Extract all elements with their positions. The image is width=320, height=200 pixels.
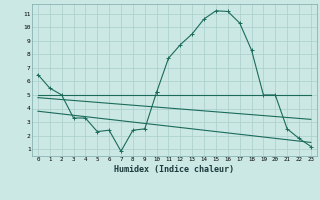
X-axis label: Humidex (Indice chaleur): Humidex (Indice chaleur): [115, 165, 234, 174]
